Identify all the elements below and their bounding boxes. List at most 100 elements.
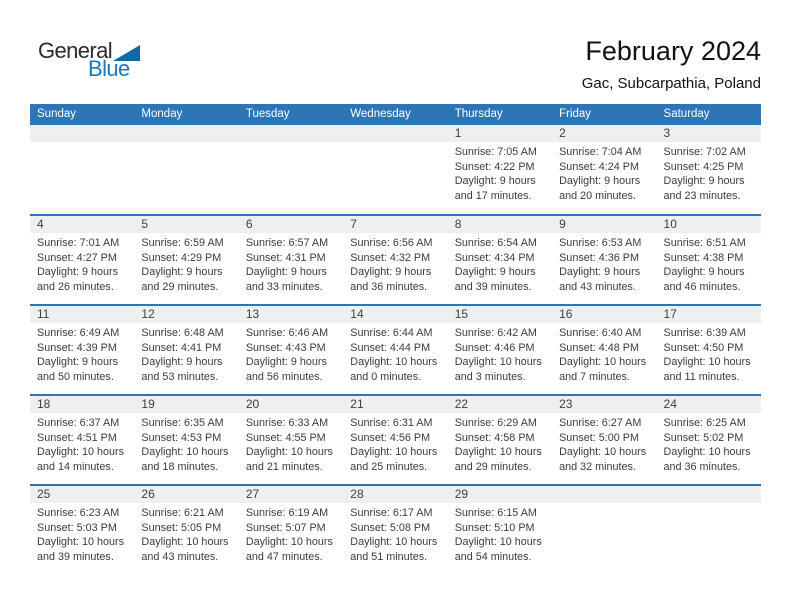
day-details: Sunrise: 7:05 AM Sunset: 4:22 PM Daylight:… <box>448 142 552 203</box>
daylight-minutes-line: and 29 minutes. <box>141 280 219 293</box>
day-number-band: 7 <box>343 216 448 233</box>
daylight-hours-line: Daylight: 10 hours <box>245 536 333 548</box>
sunrise-line: Sunrise: 6:31 AM <box>350 417 433 429</box>
day-number-band: 29 <box>447 486 553 503</box>
month-title: February 2024 <box>585 36 761 66</box>
sunset-line: Sunset: 4:39 PM <box>37 341 117 354</box>
sunset-line: Sunset: 4:46 PM <box>454 341 535 354</box>
logo-top-row: General <box>38 40 141 62</box>
logo-text-blue: Blue <box>88 56 130 81</box>
weekday-header-friday: Friday <box>559 108 592 120</box>
daylight-hours-line: Daylight: 10 hours <box>454 536 542 548</box>
empty-cell <box>656 486 761 574</box>
empty-cell <box>343 125 448 214</box>
sunset-line: Sunset: 4:53 PM <box>141 431 222 444</box>
daylight-minutes-line: and 39 minutes. <box>454 280 532 293</box>
sunrise-line: Sunrise: 6:44 AM <box>350 327 433 339</box>
daylight-hours-line: Daylight: 9 hours <box>245 266 327 278</box>
sunrise-line: Sunrise: 6:37 AM <box>37 417 120 429</box>
day-cell-23: 23 Sunrise: 6:27 AM Sunset: 5:00 PM Dayligh… <box>552 396 657 484</box>
daylight-minutes-line: and 43 minutes. <box>141 550 219 563</box>
logo-triangle-icon <box>113 45 141 61</box>
daylight-hours-line: Daylight: 10 hours <box>350 356 438 368</box>
daylight-hours-line: Daylight: 10 hours <box>663 446 751 458</box>
daylight-minutes-line: and 11 minutes. <box>663 370 740 383</box>
daylight-minutes-line: and 26 minutes. <box>37 280 114 293</box>
location-subtitle: Gac, Subcarpathia, Poland <box>581 75 761 92</box>
daylight-hours-line: Daylight: 9 hours <box>663 175 745 187</box>
day-details: Sunrise: 6:37 AM Sunset: 4:51 PM Daylight:… <box>30 413 134 474</box>
sunrise-line: Sunrise: 7:01 AM <box>37 237 120 249</box>
sunrise-line: Sunrise: 6:21 AM <box>141 507 224 519</box>
day-number-band <box>656 486 761 503</box>
week-row-2: 4 Sunrise: 7:01 AM Sunset: 4:27 PM Daylight… <box>30 214 761 304</box>
weekday-header-saturday: Saturday <box>663 108 710 120</box>
sunrise-line: Sunrise: 6:39 AM <box>663 327 746 339</box>
day-details: Sunrise: 6:23 AM Sunset: 5:03 PM Daylight:… <box>30 503 134 564</box>
day-details: Sunrise: 6:27 AM Sunset: 5:00 PM Daylight:… <box>552 413 656 474</box>
day-number-band: 28 <box>343 486 448 503</box>
day-cell-9: 9 Sunrise: 6:53 AM Sunset: 4:36 PM Daylight… <box>552 216 657 304</box>
day-number-band: 18 <box>30 396 135 413</box>
day-cell-25: 25 Sunrise: 6:23 AM Sunset: 5:03 PM Dayligh… <box>30 486 135 574</box>
day-cell-11: 11 Sunrise: 6:49 AM Sunset: 4:39 PM Dayligh… <box>30 306 135 394</box>
day-details: Sunrise: 6:17 AM Sunset: 5:08 PM Daylight:… <box>343 503 447 564</box>
daylight-hours-line: Daylight: 10 hours <box>141 446 229 458</box>
day-cell-15: 15 Sunrise: 6:42 AM Sunset: 4:46 PM Dayligh… <box>447 306 553 394</box>
daylight-hours-line: Daylight: 9 hours <box>663 266 745 278</box>
day-details: Sunrise: 6:33 AM Sunset: 4:55 PM Daylight:… <box>239 413 343 474</box>
day-number-band: 24 <box>656 396 761 413</box>
sunset-line: Sunset: 4:27 PM <box>37 251 117 264</box>
daylight-minutes-line: and 47 minutes. <box>245 550 323 563</box>
daylight-minutes-line: and 20 minutes. <box>559 189 636 202</box>
day-cell-5: 5 Sunrise: 6:59 AM Sunset: 4:29 PM Daylight… <box>134 216 239 304</box>
day-cell-18: 18 Sunrise: 6:37 AM Sunset: 4:51 PM Dayligh… <box>30 396 135 484</box>
sunset-line: Sunset: 4:55 PM <box>245 431 326 444</box>
daylight-hours-line: Daylight: 9 hours <box>350 266 432 278</box>
day-details: Sunrise: 6:29 AM Sunset: 4:58 PM Daylight:… <box>448 413 552 474</box>
week-row-5: 25 Sunrise: 6:23 AM Sunset: 5:03 PM Dayligh… <box>30 484 761 574</box>
sunrise-line: Sunrise: 7:02 AM <box>663 146 746 158</box>
weekday-header-thursday: Thursday <box>454 108 503 120</box>
sunset-line: Sunset: 4:38 PM <box>663 251 744 264</box>
weekday-header-monday: Monday <box>141 108 183 120</box>
daylight-minutes-line: and 23 minutes. <box>663 189 741 202</box>
sunrise-line: Sunrise: 6:54 AM <box>454 237 537 249</box>
sunrise-line: Sunrise: 6:59 AM <box>141 237 224 249</box>
day-number-band: 27 <box>238 486 344 503</box>
daylight-hours-line: Daylight: 9 hours <box>141 266 223 278</box>
day-number-band <box>30 125 135 142</box>
sunset-line: Sunset: 5:05 PM <box>141 521 222 534</box>
daylight-hours-line: Daylight: 10 hours <box>454 356 542 368</box>
day-details: Sunrise: 6:56 AM Sunset: 4:32 PM Daylight:… <box>343 233 447 294</box>
sunset-line: Sunset: 5:03 PM <box>37 521 117 534</box>
day-number-band: 8 <box>447 216 553 233</box>
day-number-band: 14 <box>343 306 448 323</box>
daylight-hours-line: Daylight: 10 hours <box>559 446 647 458</box>
day-cell-20: 20 Sunrise: 6:33 AM Sunset: 4:55 PM Dayligh… <box>238 396 344 484</box>
day-details: Sunrise: 7:04 AM Sunset: 4:24 PM Daylight:… <box>552 142 656 203</box>
day-cell-26: 26 Sunrise: 6:21 AM Sunset: 5:05 PM Dayligh… <box>134 486 239 574</box>
sunrise-line: Sunrise: 6:23 AM <box>37 507 120 519</box>
daylight-hours-line: Daylight: 10 hours <box>350 446 438 458</box>
day-cell-28: 28 Sunrise: 6:17 AM Sunset: 5:08 PM Dayligh… <box>343 486 448 574</box>
day-number-band: 16 <box>552 306 657 323</box>
sunset-line: Sunset: 4:24 PM <box>559 160 639 173</box>
day-details: Sunrise: 6:53 AM Sunset: 4:36 PM Daylight:… <box>552 233 656 294</box>
day-cell-3: 3 Sunrise: 7:02 AM Sunset: 4:25 PM Daylight… <box>656 125 761 214</box>
day-number-band <box>238 125 344 142</box>
day-cell-21: 21 Sunrise: 6:31 AM Sunset: 4:56 PM Dayligh… <box>343 396 448 484</box>
daylight-minutes-line: and 50 minutes. <box>37 370 114 383</box>
day-details: Sunrise: 6:42 AM Sunset: 4:46 PM Daylight:… <box>448 323 552 384</box>
sunrise-line: Sunrise: 6:56 AM <box>350 237 433 249</box>
sunrise-line: Sunrise: 6:53 AM <box>559 237 642 249</box>
week-row-4: 18 Sunrise: 6:37 AM Sunset: 4:51 PM Dayligh… <box>30 394 761 484</box>
sunrise-line: Sunrise: 6:25 AM <box>663 417 746 429</box>
day-details: Sunrise: 6:48 AM Sunset: 4:41 PM Daylight:… <box>134 323 238 384</box>
day-details: Sunrise: 6:15 AM Sunset: 5:10 PM Daylight:… <box>448 503 552 564</box>
day-cell-19: 19 Sunrise: 6:35 AM Sunset: 4:53 PM Dayligh… <box>134 396 239 484</box>
day-details: Sunrise: 6:25 AM Sunset: 5:02 PM Daylight:… <box>657 413 761 474</box>
daylight-minutes-line: and 3 minutes. <box>454 370 526 383</box>
daylight-minutes-line: and 0 minutes. <box>350 370 422 383</box>
